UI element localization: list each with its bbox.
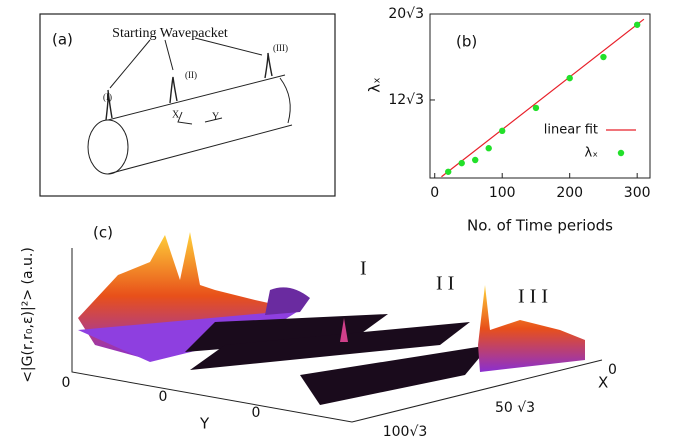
- axes: [177, 111, 223, 125]
- tick-label: 0: [252, 405, 261, 421]
- panel-c: [71, 232, 603, 423]
- arrows: [109, 37, 263, 89]
- x-tick-label: 200: [556, 185, 583, 201]
- axis-label: Y: [199, 415, 210, 433]
- z-axis-label: <|G(r,r₀,ε)|²> (a.u.): [20, 247, 36, 383]
- tick-label: 0: [608, 362, 617, 378]
- y-tick-label: 12√3: [388, 92, 424, 108]
- region-label: I I I: [518, 286, 548, 308]
- tick-label: 50 √3: [495, 400, 535, 416]
- marker: (III): [273, 43, 288, 53]
- marker: (II): [185, 70, 197, 80]
- data-point: [472, 156, 479, 164]
- data-point: [633, 21, 641, 28]
- legend-label: linear fit: [544, 123, 598, 138]
- y-axis-label: λₓ: [366, 77, 384, 93]
- tick-label: 100√3: [383, 424, 428, 440]
- axis-label: X: [598, 374, 608, 392]
- panel-tag: (c): [93, 224, 113, 242]
- cylinder-body: [107, 74, 293, 175]
- x-tick-label: 100: [489, 185, 516, 201]
- data-point: [532, 104, 540, 112]
- region-label: I I: [436, 273, 454, 295]
- surface-peak: [265, 287, 310, 315]
- strip-iii: [300, 345, 490, 405]
- data-point: [445, 168, 452, 175]
- x-tick-label: 0: [430, 185, 439, 201]
- tick-label: 0: [62, 375, 71, 391]
- tick-label: 0: [159, 389, 168, 405]
- y-tick-label: 20√3: [388, 6, 424, 22]
- data-point: [485, 145, 492, 152]
- strip-ii: [190, 322, 470, 370]
- data-point: [600, 53, 607, 61]
- frame: [39, 13, 336, 197]
- panel-tag: (a): [52, 31, 73, 49]
- legend-swatch: [617, 149, 625, 157]
- strip-i: [185, 314, 388, 352]
- data-point: [499, 127, 506, 135]
- x-tick-label: 300: [624, 185, 651, 201]
- panel-a: [39, 13, 336, 197]
- region-label: I: [360, 258, 367, 280]
- marker: (I): [103, 92, 112, 102]
- fit-line: [441, 18, 645, 178]
- data-point: [458, 159, 465, 167]
- cylinder-end: [87, 119, 129, 175]
- axis-label: Y: [212, 111, 219, 122]
- cylinder-far: [279, 77, 291, 124]
- axes-3d: [71, 248, 603, 423]
- caption: Starting Wavepacket: [112, 26, 228, 41]
- chart-title: (b): [456, 33, 477, 51]
- data-point: [566, 74, 573, 82]
- plot-frame: [429, 13, 651, 179]
- surface-peak: [340, 318, 348, 342]
- x-axis-label: No. of Time periods: [467, 217, 613, 235]
- surface-iii: [478, 285, 585, 372]
- legend-label: λₓ: [585, 146, 599, 161]
- wavepackets: [105, 52, 273, 121]
- axis-label: X: [172, 109, 180, 120]
